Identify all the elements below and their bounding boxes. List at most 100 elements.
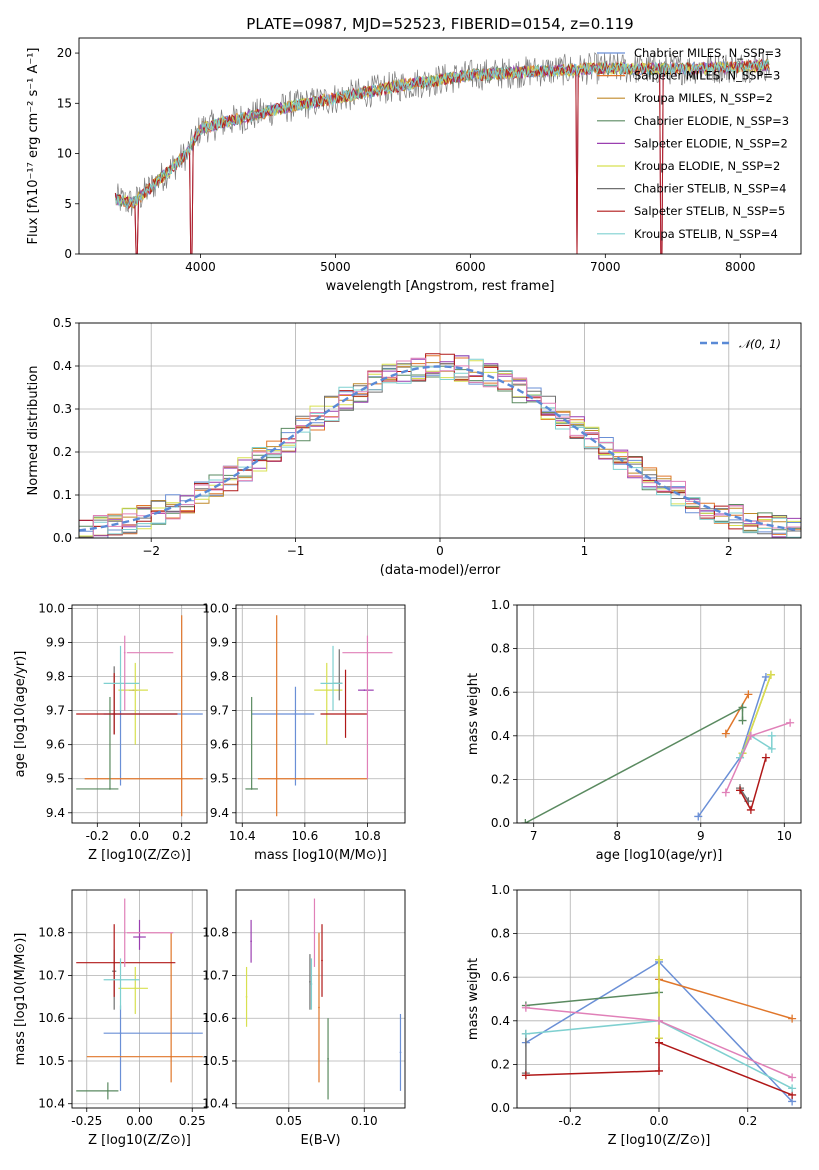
x-axis-label: (data-model)/error: [380, 563, 501, 578]
y-tick-label: 0.4: [53, 359, 72, 373]
y-tick-label: 0.6: [491, 970, 510, 984]
y-tick-label: 9.6: [210, 738, 229, 752]
y-tick-label: 9.6: [46, 738, 65, 752]
weight-marker: [738, 716, 747, 725]
y-tick-label: 1.0: [491, 883, 510, 897]
data-point: [113, 713, 116, 715]
y-tick-label: 0.0: [53, 531, 72, 545]
x-tick-label: 10.6: [291, 829, 318, 843]
y-axis-label: mass [log10(M/M⊙)]: [13, 933, 28, 1066]
axes-frame: [71, 604, 208, 824]
x-tick-label: 9: [697, 829, 705, 843]
residual-histogram: [79, 355, 801, 538]
x-tick-label: 0.05: [275, 1114, 302, 1128]
plot-area: [79, 353, 801, 538]
weight-marker: [767, 731, 776, 740]
weight-series: [739, 734, 773, 758]
weight-marker: [736, 786, 745, 795]
plot-area: [521, 670, 795, 823]
y-tick-label: 9.7: [46, 704, 65, 718]
weight-marker: [694, 812, 703, 821]
y-tick-label: 15: [57, 96, 72, 110]
data-point: [138, 936, 141, 938]
x-tick-label: -0.2: [86, 829, 109, 843]
x-axis-label: mass [log10(M/M⊙)]: [254, 848, 387, 863]
y-tick-label: 10.6: [202, 1011, 229, 1025]
y-axis-label: age [log10(age/yr)]: [13, 651, 28, 778]
weight-marker: [761, 672, 770, 681]
weight-marker: [521, 1071, 530, 1080]
weight-marker: [521, 1029, 530, 1038]
x-tick-label: -0.25: [71, 1114, 102, 1128]
weight-marker: [788, 1084, 797, 1093]
spectrum-series: [114, 58, 770, 254]
weight-marker: [788, 1073, 797, 1082]
chart-spectrum: 4000 5000 6000 7000 8000 0 5 10 15 20 wavelength […: [26, 37, 802, 294]
data-point: [310, 983, 313, 985]
weight-series: [739, 757, 767, 812]
weight-marker: [721, 788, 730, 797]
chart-age_vs_mass: 10.4 10.6 10.8 9.4 9.5 9.6 9.7 9.8 9.9 10.0 mass […: [202, 601, 406, 863]
y-tick-label: 10.0: [202, 601, 229, 615]
weight-marker: [786, 718, 795, 727]
residual-histogram: [79, 357, 801, 538]
data-point: [119, 978, 122, 981]
weight-marker: [767, 744, 776, 753]
legend-label: Salpeter MILES, N_SSP=3: [634, 69, 780, 83]
y-tick-label: 9.7: [210, 704, 229, 718]
x-tick-label: 0.10: [351, 1114, 378, 1128]
chart-residuals: −2 −1 0 1 2 0.0 0.1 0.2 0.3 0.4 0.5 (data-model)/er…: [26, 316, 802, 578]
y-axis-label: Flux [fλ10⁻¹⁷ erg cm⁻² s⁻¹ A⁻¹]: [26, 48, 41, 245]
data-point: [321, 959, 323, 962]
weight-marker: [746, 805, 755, 814]
y-tick-label: 10.8: [38, 926, 65, 940]
y-tick-label: 10.5: [202, 1054, 229, 1068]
chart-age_vs_Z: -0.2 0.0 0.2 9.4 9.5 9.6 9.7 9.8 9.9 10.0 Z [log10…: [13, 601, 208, 863]
y-tick-label: 0.3: [53, 402, 72, 416]
data-point: [109, 788, 111, 790]
y-tick-label: 0.0: [491, 1101, 510, 1115]
weight-marker: [721, 729, 730, 738]
x-tick-label: 5000: [320, 260, 351, 274]
data-point: [134, 987, 137, 990]
x-tick-label: 4000: [185, 260, 216, 274]
weight-marker: [761, 753, 770, 762]
weight-series: [725, 721, 791, 793]
weight-series: [525, 991, 660, 1007]
plot-area: [245, 898, 402, 1100]
x-axis-label: wavelength [Angstrom, rest frame]: [326, 279, 555, 294]
x-tick-label: 0.2: [172, 829, 191, 843]
y-tick-label: 10.6: [38, 1011, 65, 1025]
legend-label: Salpeter ELODIE, N_SSP=2: [634, 136, 788, 150]
chart-mass_vs_EBV: 0.05 0.10 10.4 10.5 10.6 10.7 10.8 E(B-V): [202, 889, 406, 1148]
y-tick-label: 9.4: [210, 806, 229, 820]
plot-area: [521, 955, 797, 1106]
weight-marker: [738, 703, 747, 712]
y-tick-label: 0: [64, 247, 72, 261]
y-tick-label: 9.5: [210, 772, 229, 786]
y-tick-label: 10.4: [38, 1097, 65, 1111]
y-tick-label: 9.8: [210, 670, 229, 684]
legend-label: Chabrier ELODIE, N_SSP=3: [634, 114, 789, 128]
x-tick-label: 0.25: [179, 1114, 206, 1128]
y-tick-label: 10.0: [38, 601, 65, 615]
y-tick-label: 0.2: [53, 445, 72, 459]
weight-series: [525, 706, 744, 823]
x-axis-label: E(B-V): [300, 1133, 340, 1148]
x-tick-label: 2: [725, 544, 733, 558]
x-axis-label: Z [log10(Z/Z⊙)]: [88, 848, 191, 863]
weight-marker: [521, 1003, 530, 1012]
axes-frame: [516, 604, 802, 824]
y-tick-label: 0.5: [53, 316, 72, 330]
weight-marker: [655, 1016, 663, 1025]
data-point: [245, 995, 248, 998]
weight-marker: [655, 1038, 663, 1047]
y-tick-label: 10.5: [38, 1054, 65, 1068]
x-tick-label: 7000: [590, 260, 621, 274]
y-axis-label: mass weight: [466, 958, 481, 1040]
y-tick-label: 1.0: [491, 598, 510, 612]
data-point: [250, 788, 253, 790]
weight-marker: [655, 1066, 663, 1075]
x-tick-label: 10.4: [229, 829, 256, 843]
